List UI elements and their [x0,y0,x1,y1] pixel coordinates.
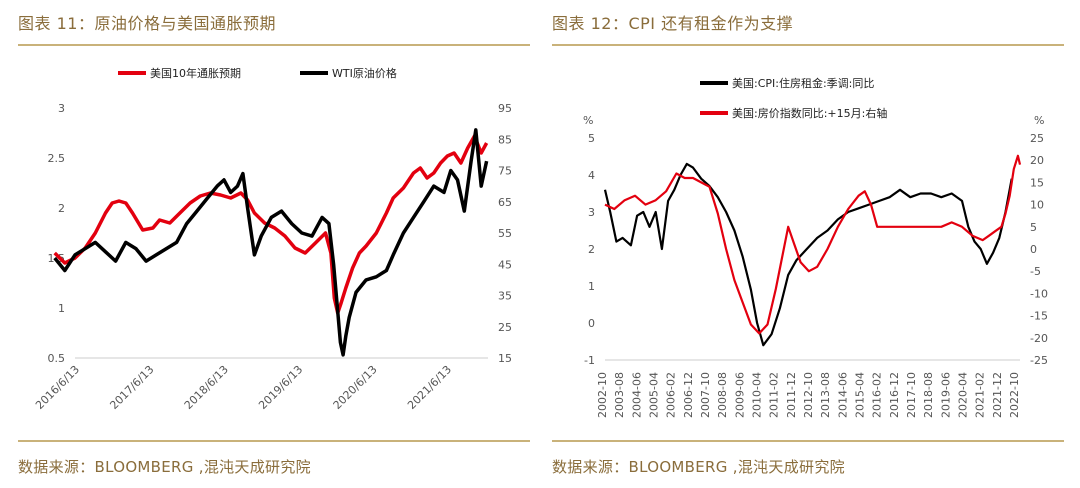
y-right-tick-label: -15 [1030,310,1048,323]
y-right-tick-label: 0 [1030,243,1037,256]
x-tick-label: 2016-02 [871,372,884,418]
right-chart-title: 图表 12：CPI 还有租金作为支撑 [552,14,794,33]
x-tick-label: 2020-04 [957,372,970,418]
right-title-rule [552,44,1064,46]
x-tick-label: 2015-04 [854,372,867,418]
y-left-tick-label: 2.5 [48,152,66,165]
y-left-tick-label: 0.5 [48,352,66,365]
left-bottom-rule [18,440,530,442]
x-tick-label: 2006-12 [682,372,695,418]
y-right-tick-label: 65 [498,196,512,209]
left-source-note: 数据来源：BLOOMBERG ,混沌天成研究院 [18,458,311,476]
right-bottom-rule [552,440,1064,442]
series-line-2 [604,154,1022,335]
y-right-tick-label: 35 [498,290,512,303]
legend-label: 美国:CPI:住房租金:季调:同比 [732,76,874,90]
series-line-2 [53,128,489,357]
y-left-tick-label: 4 [588,169,595,182]
y-right-tick-label: 20 [1030,154,1044,167]
x-tick-label: 2006-02 [665,372,678,418]
y-left-tick-label: -1 [584,354,595,367]
y-right-tick-label: 15 [498,352,512,365]
y-right-tick-label: 5 [1030,221,1037,234]
series-line-1 [53,134,489,315]
x-tick-label: 2021-02 [974,372,987,418]
y-right-tick-label: -20 [1030,332,1048,345]
y-right-tick-label: 10 [1030,199,1044,212]
x-tick-label: 2021-12 [991,372,1004,418]
y-left-tick-label: 3 [58,102,65,115]
right-source-note: 数据来源：BLOOMBERG ,混沌天成研究院 [552,458,845,476]
y-right-unit-label: % [1034,114,1044,127]
x-tick-label: 2018-08 [922,372,935,418]
x-tick-label: 2019-06 [939,372,952,418]
y-right-tick-label: 85 [498,133,512,146]
y-left-tick-label: 0 [588,317,595,330]
series-line-1 [603,162,1013,347]
y-left-tick-label: 3 [588,206,595,219]
x-tick-label: 2005-04 [648,372,661,418]
legend-label: 美国:房价指数同比:+15月:右轴 [732,106,887,120]
legend-label: 美国10年通胀预期 [150,66,241,80]
x-tick-label: 2014-06 [836,372,849,418]
y-right-tick-label: 75 [498,165,512,178]
y-right-tick-label: 55 [498,227,512,240]
y-left-tick-label: 1 [588,280,595,293]
x-tick-label: 2017-10 [905,372,918,418]
y-right-tick-label: 15 [1030,176,1044,189]
left-chart-title: 图表 11：原油价格与美国通胀预期 [18,14,276,33]
y-left-tick-label: 2 [588,243,595,256]
x-tick-label: 2002-10 [596,372,609,418]
x-tick-label: 2016-12 [888,372,901,418]
left-title-rule [18,44,530,46]
y-left-tick-label: 5 [588,132,595,145]
y-left-tick-label: 1 [58,302,65,315]
x-tick-label: 2009-06 [733,372,746,418]
legend-label: WTI原油价格 [332,66,397,80]
x-tick-label: 2007-10 [699,372,712,418]
y-right-tick-label: 45 [498,258,512,271]
x-tick-label: 2011-12 [785,372,798,418]
x-tick-label: 2011-02 [768,372,781,418]
y-right-tick-label: 95 [498,102,512,115]
y-right-tick-label: 25 [1030,132,1044,145]
y-left-tick-label: 2 [58,202,65,215]
x-tick-label: 2010-04 [751,372,764,418]
y-left-unit-label: % [583,114,593,127]
y-right-tick-label: 25 [498,321,512,334]
x-tick-label: 2004-06 [630,372,643,418]
x-tick-label: 2003-08 [613,372,626,418]
x-tick-label: 2012-10 [802,372,815,418]
x-tick-label: 2022-10 [1008,372,1021,418]
x-tick-label: 2013-08 [819,372,832,418]
y-right-tick-label: -25 [1030,354,1048,367]
y-right-tick-label: -5 [1030,265,1041,278]
y-right-tick-label: -10 [1030,287,1048,300]
x-tick-label: 2008-08 [716,372,729,418]
